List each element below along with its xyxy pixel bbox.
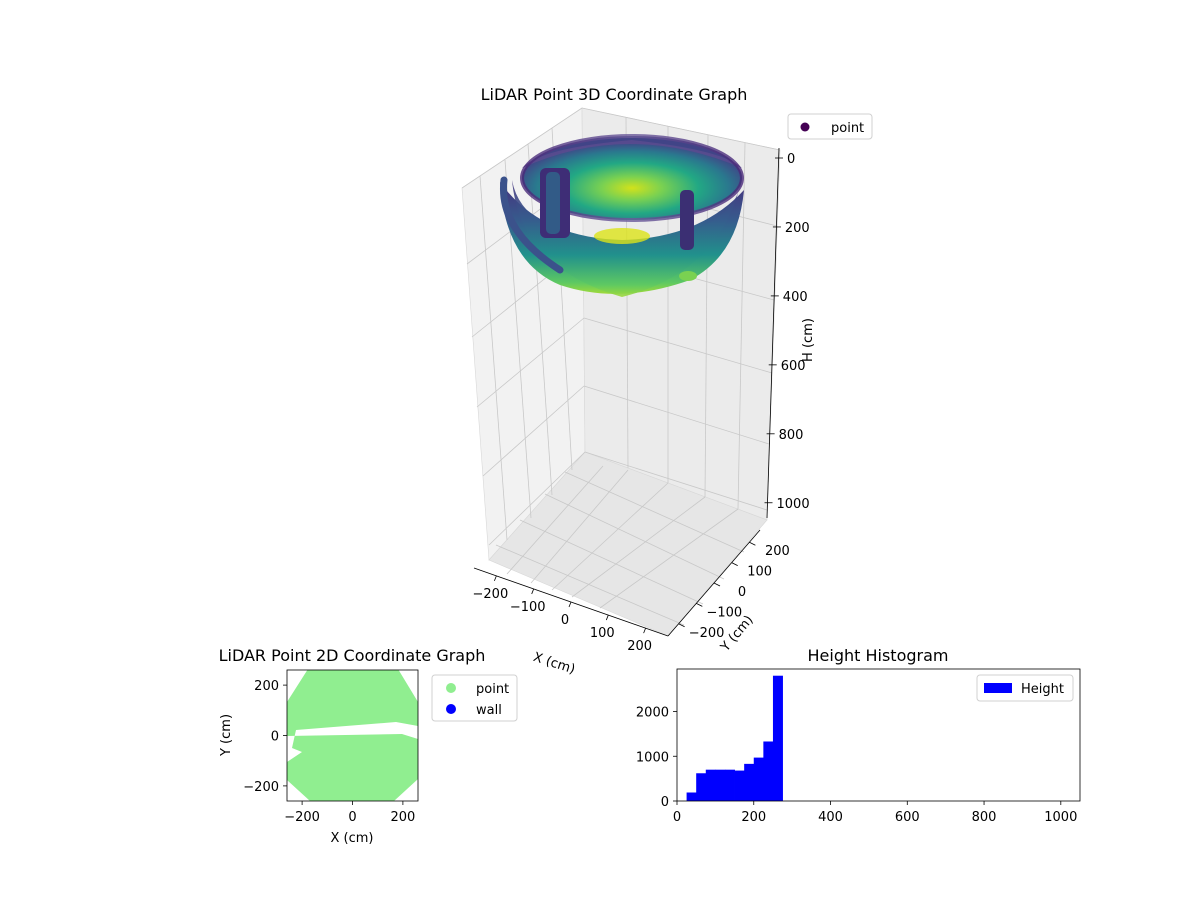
scatter-2d-points <box>287 670 418 801</box>
x-tick-3d <box>494 575 497 581</box>
y-tick-label-3d: −100 <box>706 605 742 620</box>
y-tick-label-3d: 200 <box>765 544 790 559</box>
y-tick-3d <box>749 541 756 546</box>
histogram-bar <box>772 675 783 801</box>
histogram-bars <box>686 675 783 801</box>
histogram-bar <box>744 763 755 801</box>
x-tick-label-histogram: 0 <box>673 810 681 825</box>
histogram-bar <box>753 757 764 801</box>
x-axis-label-3d: X (cm) <box>531 650 577 678</box>
x-tick-label-3d: 0 <box>561 613 569 628</box>
x-tick-label-histogram: 400 <box>818 810 843 825</box>
chart-histogram: Height Histogram 0 200 400 600 800 1000 0 1000 2… <box>636 646 1081 825</box>
ticks-3d: −200−1000100200−200−10001002000200400600… <box>473 152 810 654</box>
x-tick-label-histogram: 1000 <box>1044 810 1077 825</box>
x-tick-label-2d: −200 <box>284 810 320 825</box>
histogram-bar <box>763 741 774 801</box>
x-tick-label-3d: 200 <box>627 639 652 654</box>
chart-2d: LiDAR Point 2D Coordinate Graph −200 0 200… <box>219 646 518 846</box>
legend-marker-point-2d <box>446 683 456 693</box>
z-axis-label-3d: H (cm) <box>801 318 816 362</box>
legend-marker-point-3d <box>800 122 810 132</box>
ticks-histogram: 0 200 400 600 800 1000 0 1000 2000 <box>636 706 1077 825</box>
histogram-bar <box>724 769 735 801</box>
legend-marker-wall-2d <box>446 704 456 714</box>
z-tick-label-3d: 400 <box>783 290 808 305</box>
x-tick-label-2d: 200 <box>390 810 415 825</box>
y-tick-3d <box>713 582 721 587</box>
x-tick-3d <box>568 601 572 608</box>
y-tick-label-3d: −200 <box>689 626 725 641</box>
histogram-bar <box>686 792 697 801</box>
x-tick-label-3d: 100 <box>590 626 615 641</box>
point-region-2d <box>287 670 418 801</box>
histogram-bar <box>715 769 726 801</box>
histogram-title: Height Histogram <box>808 646 949 665</box>
legend-label-wall-2d: wall <box>476 703 502 718</box>
legend-label-point-2d: point <box>476 682 509 697</box>
z-tick-label-3d: 200 <box>785 221 810 236</box>
y-tick-label-2d: −200 <box>243 780 279 795</box>
legend-3d: point <box>787 113 873 140</box>
x-tick-label-histogram: 600 <box>895 810 920 825</box>
x-tick-label-3d: −200 <box>473 587 509 602</box>
x-tick-3d <box>531 588 535 595</box>
chart-2d-title: LiDAR Point 2D Coordinate Graph <box>219 646 486 665</box>
x-tick-label-3d: −100 <box>510 600 546 615</box>
x-tick-label-histogram: 200 <box>741 810 766 825</box>
pane-floor <box>488 451 768 637</box>
chart-3d-title: LiDAR Point 3D Coordinate Graph <box>481 85 748 104</box>
pillar-right <box>680 190 694 250</box>
y-tick-label-2d: 200 <box>254 679 279 694</box>
legend-histogram: Height <box>976 674 1074 702</box>
histogram-bar <box>696 773 707 801</box>
z-tick-label-3d: 1000 <box>777 497 810 512</box>
y-tick-3d <box>731 562 738 566</box>
chart-3d: LiDAR Point 3D Coordinate Graph <box>461 85 873 678</box>
y-tick-3d <box>696 603 703 607</box>
x-tick-3d <box>605 614 609 621</box>
y-tick-label-2d: 0 <box>271 730 279 745</box>
legend-swatch-height <box>984 683 1012 693</box>
legend-2d: point wall <box>431 674 518 722</box>
y-tick-label-histogram: 2000 <box>636 706 669 721</box>
histogram-bar <box>734 770 745 801</box>
point-cloud-bowl <box>499 134 744 297</box>
x-tick-label-histogram: 800 <box>972 810 997 825</box>
z-tick-label-3d: 800 <box>779 428 804 443</box>
z-tick-label-3d: 0 <box>787 152 795 167</box>
x-axis-label-2d: X (cm) <box>331 831 374 846</box>
legend-label-point-3d: point <box>831 121 864 136</box>
legend-label-height: Height <box>1021 682 1064 697</box>
y-tick-3d <box>678 623 685 628</box>
ticks-2d: −200 0 200 −200 0 200 <box>243 679 415 825</box>
histogram-bar <box>705 769 716 801</box>
y-axis-label-2d: Y (cm) <box>219 714 234 757</box>
y-tick-label-3d: 0 <box>738 585 746 600</box>
plot-area-histogram <box>676 668 1081 802</box>
x-tick-label-2d: 0 <box>348 810 356 825</box>
z-tick-label-3d: 600 <box>781 359 806 374</box>
y-tick-label-histogram: 1000 <box>636 750 669 765</box>
y-tick-label-histogram: 0 <box>661 795 669 810</box>
y-tick-label-3d: 100 <box>747 565 772 580</box>
x-tick-3d <box>643 628 646 634</box>
z-axis-line-3d <box>766 147 780 519</box>
